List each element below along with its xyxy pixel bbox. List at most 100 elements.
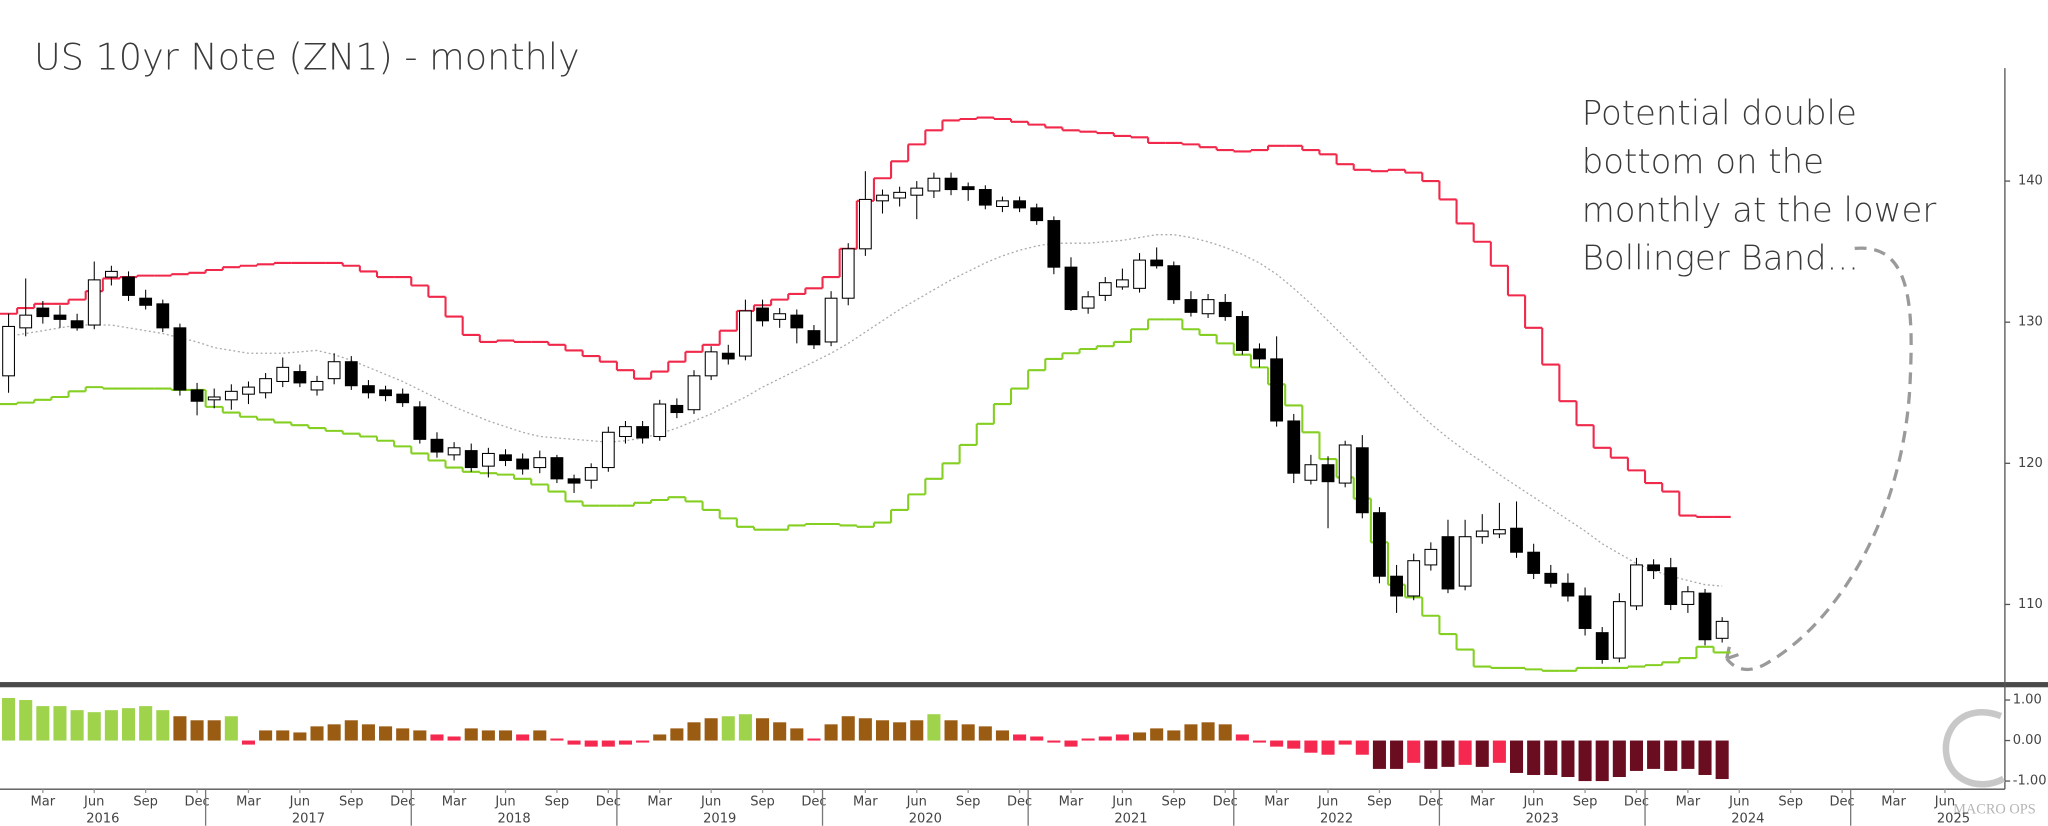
- candle-body: [1510, 527, 1523, 553]
- candle-body: [670, 404, 684, 414]
- candle-body: [139, 297, 153, 306]
- candle-body: [1081, 296, 1095, 309]
- candle-body: [739, 310, 752, 357]
- x-tick-label: Mar: [236, 795, 261, 810]
- candle-body: [1201, 299, 1215, 315]
- logo-text: MACRO OPS: [1953, 801, 2036, 817]
- candle-body: [36, 307, 50, 318]
- year-label: 2018: [497, 812, 530, 826]
- osc-bar: [858, 718, 872, 741]
- candle-body: [362, 385, 375, 394]
- osc-bar: [1218, 724, 1232, 741]
- candle-body: [1578, 595, 1592, 629]
- osc-bar: [653, 734, 667, 741]
- candle-body: [379, 389, 392, 397]
- osc-bar: [721, 716, 735, 741]
- osc-bar: [1133, 732, 1147, 741]
- osc-bar: [1355, 740, 1369, 755]
- x-tick-label: Sep: [1367, 795, 1392, 810]
- candle-body: [173, 327, 187, 391]
- candle-body: [1630, 564, 1643, 607]
- x-tick-label: Jun: [494, 795, 515, 810]
- candle-body: [499, 454, 512, 462]
- candle-body: [550, 457, 564, 480]
- osc-bar: [1647, 740, 1661, 769]
- candle-body: [601, 431, 615, 469]
- x-tick-label: Dec: [1829, 795, 1854, 810]
- osc-bar: [327, 724, 341, 741]
- osc-bar: [1681, 740, 1695, 769]
- candle-body: [1390, 575, 1403, 597]
- candle-body: [1287, 420, 1301, 474]
- candle-body: [653, 403, 667, 438]
- candle-body: [1270, 358, 1284, 422]
- osc-bar: [1321, 740, 1335, 755]
- candle-body: [276, 366, 290, 382]
- osc-bar: [1527, 740, 1541, 775]
- osc-bar: [1098, 736, 1112, 741]
- candle-body: [773, 313, 787, 320]
- osc-bar: [875, 720, 890, 741]
- x-tick-label: Jun: [906, 795, 927, 810]
- osc-bar: [396, 728, 410, 741]
- candle-body: [1150, 259, 1164, 267]
- candle-body: [790, 314, 804, 329]
- candle-body: [70, 320, 84, 329]
- osc-bar: [756, 718, 770, 741]
- candle-body: [1407, 560, 1421, 597]
- osc-bar: [704, 718, 718, 741]
- candle-body: [1561, 582, 1575, 597]
- y-tick-label: 120: [2018, 456, 2043, 471]
- x-tick-label: Dec: [390, 795, 415, 810]
- osc-bar: [1715, 740, 1729, 780]
- x-tick-label: Mar: [1264, 795, 1289, 810]
- x-tick-label: Dec: [184, 795, 209, 810]
- osc-bar: [87, 712, 101, 741]
- candle-body: [584, 467, 598, 481]
- candle-body: [1133, 259, 1146, 289]
- candle-body: [1715, 620, 1729, 639]
- x-tick-label: Dec: [1418, 795, 1443, 810]
- osc-bar: [121, 708, 136, 741]
- osc-bar: [224, 716, 238, 741]
- candle-body: [1373, 512, 1386, 577]
- osc-bar: [636, 740, 650, 743]
- candle-body: [1492, 529, 1506, 535]
- osc-bar: [687, 722, 701, 741]
- x-tick-label: Mar: [31, 795, 56, 810]
- candle-body: [807, 330, 821, 346]
- candle-body: [1304, 464, 1318, 481]
- osc-bar: [1561, 740, 1575, 778]
- candle-body: [1441, 536, 1455, 590]
- x-tick-label: Dec: [596, 795, 621, 810]
- candle-body: [1030, 207, 1044, 222]
- candle-body: [824, 297, 838, 343]
- osc-bar: [893, 722, 907, 741]
- osc-bar: [36, 706, 50, 741]
- x-tick-label: Mar: [1059, 795, 1084, 810]
- osc-bar: [1629, 740, 1644, 771]
- osc-bar: [481, 730, 495, 741]
- chart-title: US 10yr Note (ZN1) - monthly: [34, 36, 580, 79]
- candle-body: [1338, 444, 1352, 484]
- osc-bar: [1064, 740, 1078, 747]
- candle-body: [1253, 348, 1266, 360]
- osc-bar: [1235, 734, 1249, 741]
- osc-bar: [1441, 740, 1455, 767]
- candle-body: [961, 186, 975, 191]
- candle-body: [53, 314, 67, 320]
- osc-bar: [1475, 740, 1489, 767]
- osc-bar: [1698, 740, 1712, 775]
- osc-bar: [533, 730, 547, 741]
- x-tick-label: Mar: [1676, 795, 1701, 810]
- osc-bar: [430, 734, 444, 741]
- x-tick-label: Sep: [750, 795, 775, 810]
- candle-body: [1458, 536, 1472, 587]
- osc-bar: [1424, 740, 1438, 769]
- x-tick-label: Dec: [1213, 795, 1238, 810]
- candle-body: [87, 279, 101, 326]
- osc-bar: [1115, 734, 1129, 741]
- osc-bar: [584, 740, 598, 747]
- osc-bar: [1578, 740, 1592, 782]
- panel-separator: [0, 682, 2048, 688]
